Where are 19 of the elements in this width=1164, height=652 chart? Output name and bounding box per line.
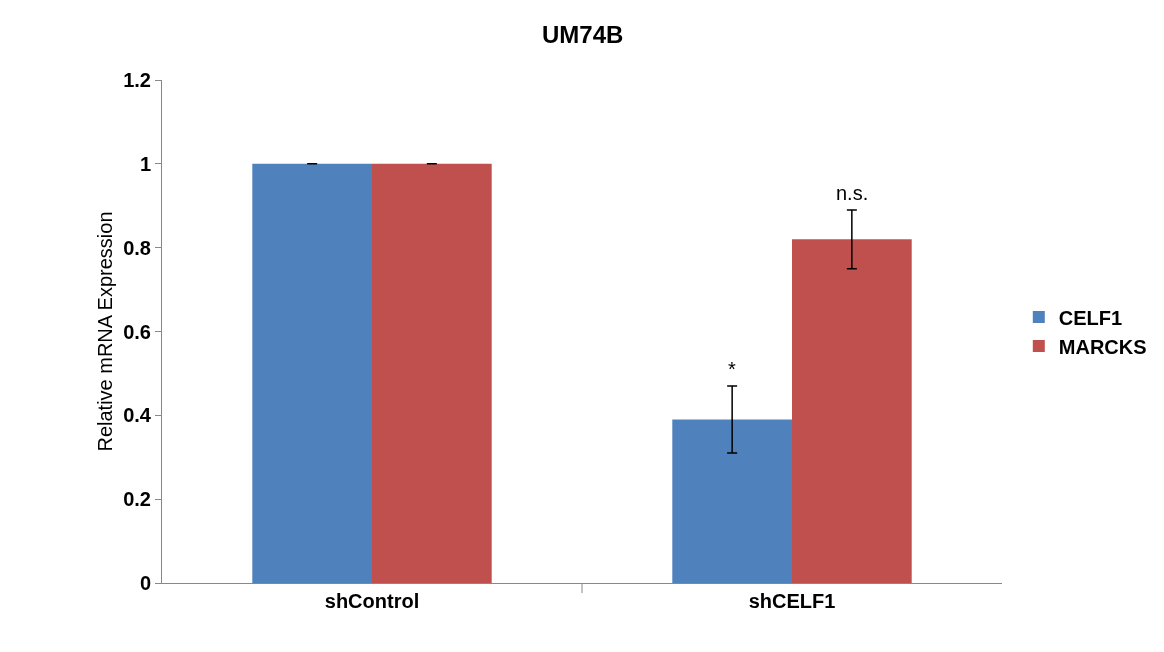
bar (252, 163, 372, 583)
y-tick-label: 0.2 (123, 488, 151, 511)
y-tick-label: 0 (139, 572, 151, 594)
y-axis-title: Relative mRNA Expression (94, 211, 116, 452)
y-tick-label: 0.6 (123, 320, 151, 343)
x-tick-label: shControl (324, 590, 420, 612)
chart-title: UM74B (542, 21, 624, 48)
bar (792, 239, 912, 583)
y-tick-label: 1.2 (123, 69, 151, 91)
x-tick-label: shCELF1 (748, 590, 836, 612)
bar (672, 419, 792, 583)
annotation: * (728, 358, 736, 380)
y-tick-label: 1 (139, 152, 151, 175)
bar (372, 163, 492, 583)
y-tick-label: 0.8 (123, 236, 151, 259)
y-tick-label: 0.4 (123, 404, 152, 427)
legend-label: CELF1 (1058, 306, 1123, 329)
legend-label: MARCKS (1058, 335, 1147, 358)
annotation: n.s. (836, 182, 869, 204)
